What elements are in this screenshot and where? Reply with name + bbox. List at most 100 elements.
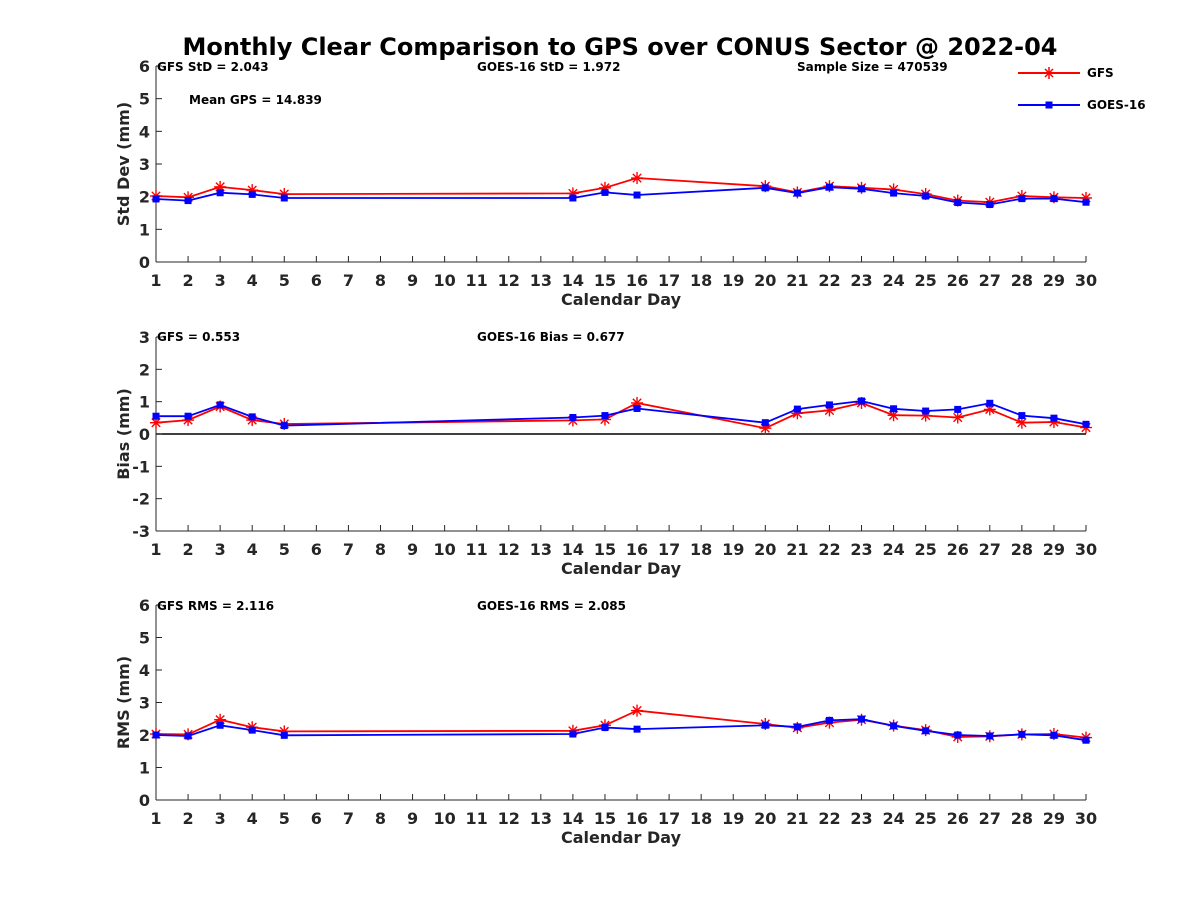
x-tick-label: 26 <box>947 271 969 290</box>
data-point-goes-16 <box>601 188 609 196</box>
data-point-goes-16 <box>633 404 641 412</box>
y-tick-label: -1 <box>132 457 150 476</box>
x-tick-label: 29 <box>1043 540 1065 559</box>
y-tick-label: 2 <box>139 188 150 207</box>
y-tick-label: 0 <box>139 791 150 810</box>
data-point-goes-16 <box>601 724 609 732</box>
x-tick-label: 30 <box>1075 540 1097 559</box>
data-point-goes-16 <box>1050 414 1058 422</box>
x-tick-label: 26 <box>947 809 969 828</box>
x-tick-label: 3 <box>215 271 226 290</box>
y-tick-label: 6 <box>139 596 150 615</box>
data-point-goes-16 <box>216 189 224 197</box>
x-tick-label: 9 <box>407 271 418 290</box>
data-point-goes-16 <box>248 413 256 421</box>
x-tick-label: 16 <box>626 809 648 828</box>
data-point-goes-16 <box>954 731 962 739</box>
data-point-goes-16 <box>1018 730 1026 738</box>
y-tick-label: 6 <box>139 57 150 76</box>
x-tick-label: 4 <box>247 271 258 290</box>
data-point-goes-16 <box>761 721 769 729</box>
x-tick-label: 12 <box>498 809 520 828</box>
x-tick-label: 4 <box>247 540 258 559</box>
x-axis-label: Calendar Day <box>561 828 682 847</box>
data-point-goes-16 <box>922 192 930 200</box>
data-point-goes-16 <box>184 197 192 205</box>
x-tick-label: 14 <box>562 809 584 828</box>
x-tick-label: 1 <box>150 271 161 290</box>
data-point-goes-16 <box>761 184 769 192</box>
x-tick-label: 20 <box>754 271 776 290</box>
y-tick-label: 5 <box>139 90 150 109</box>
x-tick-label: 17 <box>658 540 680 559</box>
annot-mean-gps: Mean GPS = 14.839 <box>189 93 322 107</box>
x-tick-label: 24 <box>882 271 904 290</box>
x-tick-label: 9 <box>407 540 418 559</box>
annot-sample-size: Sample Size = 470539 <box>797 60 948 74</box>
x-tick-label: 22 <box>818 540 840 559</box>
legend-label-gfs: GFS <box>1087 66 1114 80</box>
data-point-goes-16 <box>954 405 962 413</box>
data-point-goes-16 <box>152 412 160 420</box>
series-line-goes-16 <box>156 400 1087 427</box>
data-point-goes-16 <box>601 412 609 420</box>
x-tick-label: 22 <box>818 271 840 290</box>
x-tick-label: 2 <box>182 809 193 828</box>
data-point-goes-16 <box>986 201 994 209</box>
x-tick-label: 12 <box>498 271 520 290</box>
x-tick-label: 27 <box>979 540 1001 559</box>
x-tick-label: 16 <box>626 540 648 559</box>
x-tick-label: 1 <box>150 540 161 559</box>
data-point-goes-16 <box>858 397 866 405</box>
data-point-gfs <box>631 172 644 185</box>
y-tick-label: 2 <box>139 726 150 745</box>
x-tick-label: 5 <box>279 809 290 828</box>
x-tick-label: 3 <box>215 540 226 559</box>
x-tick-label: 24 <box>882 809 904 828</box>
x-tick-label: 13 <box>530 540 552 559</box>
x-tick-label: 28 <box>1011 809 1033 828</box>
x-tick-label: 20 <box>754 540 776 559</box>
y-tick-label: 0 <box>139 425 150 444</box>
data-point-goes-16 <box>216 721 224 729</box>
y-tick-label: 2 <box>139 360 150 379</box>
x-tick-label: 6 <box>311 809 322 828</box>
data-point-goes-16 <box>793 723 801 731</box>
x-tick-label: 23 <box>850 271 872 290</box>
data-point-goes-16 <box>1018 195 1026 203</box>
x-tick-label: 29 <box>1043 809 1065 828</box>
data-point-gfs <box>951 411 964 424</box>
x-tick-label: 24 <box>882 540 904 559</box>
y-tick-label: 1 <box>139 759 150 778</box>
chart-panel-2: 1 2 3 4 5 6 7 8 9 10 11 12 13 14 15 16 17 18 19 20 21 22 23 24 2… <box>114 328 1097 578</box>
x-tick-label: 28 <box>1011 540 1033 559</box>
legend-marker-gfs <box>1043 67 1055 79</box>
data-point-goes-16 <box>1082 420 1090 428</box>
y-tick-label: 1 <box>139 393 150 412</box>
y-tick-label: -2 <box>132 490 150 509</box>
x-tick-label: 11 <box>466 271 488 290</box>
x-tick-label: 29 <box>1043 271 1065 290</box>
x-tick-label: 10 <box>433 540 455 559</box>
x-tick-label: 21 <box>786 540 808 559</box>
x-tick-label: 13 <box>530 271 552 290</box>
x-tick-label: 10 <box>433 271 455 290</box>
data-point-goes-16 <box>633 725 641 733</box>
x-tick-label: 6 <box>311 540 322 559</box>
x-tick-label: 25 <box>915 540 937 559</box>
x-tick-label: 13 <box>530 809 552 828</box>
x-axis-label: Calendar Day <box>561 559 682 578</box>
annot-goes-std: GOES-16 StD = 1.972 <box>477 60 620 74</box>
x-tick-label: 5 <box>279 540 290 559</box>
data-point-goes-16 <box>825 716 833 724</box>
x-tick-label: 20 <box>754 809 776 828</box>
x-tick-label: 4 <box>247 809 258 828</box>
x-tick-label: 27 <box>979 271 1001 290</box>
data-point-goes-16 <box>280 731 288 739</box>
legend-label-goes: GOES-16 <box>1087 98 1146 112</box>
annot-gfs-rms: GFS RMS = 2.116 <box>157 599 274 613</box>
figure-title: Monthly Clear Comparison to GPS over CON… <box>182 33 1057 61</box>
data-point-goes-16 <box>825 183 833 191</box>
x-tick-label: 25 <box>915 271 937 290</box>
data-point-goes-16 <box>248 726 256 734</box>
